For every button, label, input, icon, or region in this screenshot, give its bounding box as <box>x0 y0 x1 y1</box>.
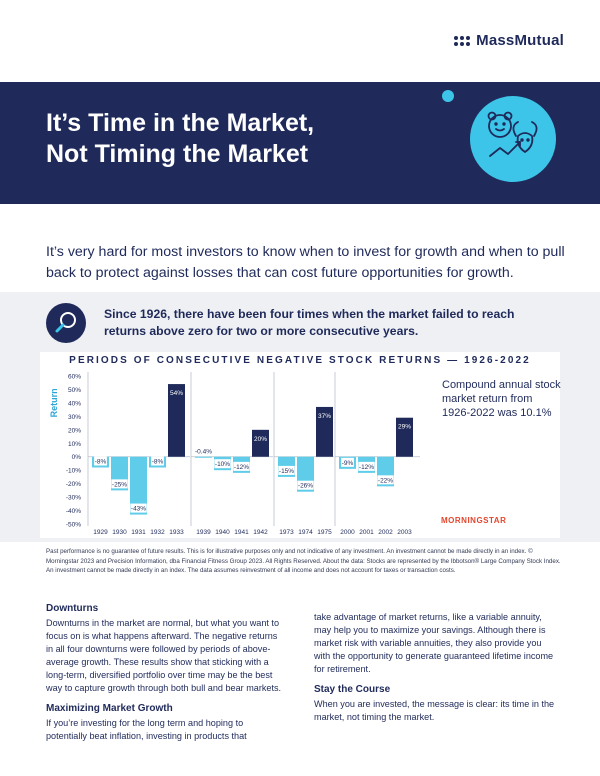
data-label-bg <box>398 421 411 431</box>
data-label: -25% <box>112 481 127 488</box>
data-label-bg <box>318 410 331 420</box>
data-label-bg <box>341 457 354 467</box>
data-label: -0.4% <box>195 448 212 455</box>
data-label: -43% <box>131 506 146 513</box>
data-label: -12% <box>234 464 249 471</box>
x-tick-label: 1939 <box>196 529 211 536</box>
data-label-bg <box>170 388 183 398</box>
decorative-dot <box>442 90 454 102</box>
data-label: -9% <box>342 460 354 467</box>
y-axis-label: Return <box>49 388 59 417</box>
y-tick-label: 0% <box>72 454 82 461</box>
magnifier-icon <box>46 303 86 343</box>
x-tick-label: 1973 <box>279 529 294 536</box>
disclaimer: Past performance is no guarantee of futu… <box>46 548 561 575</box>
data-label: 54% <box>170 390 183 397</box>
data-label: -15% <box>279 468 294 475</box>
right-column: take advantage of market returns, like a… <box>314 611 558 731</box>
y-tick-label: 40% <box>68 400 81 407</box>
data-label-bg <box>111 479 128 489</box>
y-tick-label: 60% <box>68 374 81 381</box>
downturns-heading: Downturns <box>46 603 99 614</box>
data-label-bg <box>94 456 107 466</box>
y-tick-label: 10% <box>68 441 81 448</box>
bar-1933 <box>168 384 185 457</box>
x-tick-label: 1929 <box>93 529 108 536</box>
logo-dots-icon <box>454 35 471 46</box>
y-tick-label: -10% <box>66 468 81 475</box>
data-label-bg <box>193 446 214 456</box>
data-label: 20% <box>254 436 267 443</box>
data-label-bg <box>214 459 231 469</box>
data-label-bg <box>297 480 314 490</box>
y-tick-label: -30% <box>66 495 81 502</box>
x-tick-label: 1942 <box>253 529 268 536</box>
data-label: -8% <box>152 458 164 465</box>
callout-text: Since 1926, there have been four times w… <box>104 307 515 338</box>
cagr-note: Compound annual stock market return from… <box>442 379 561 419</box>
growth-body: If you’re investing for the long term an… <box>46 718 247 741</box>
data-label-bg <box>151 456 164 466</box>
data-label-bg <box>377 475 394 485</box>
data-label-bg <box>358 461 375 471</box>
title-line-2: Not Timing the Market <box>46 140 309 168</box>
data-label: -12% <box>359 464 374 471</box>
brand-name: MassMutual <box>476 32 564 49</box>
data-label: 37% <box>318 413 331 420</box>
data-label: -8% <box>95 458 107 465</box>
data-label: 29% <box>398 424 411 431</box>
x-tick-label: 1941 <box>234 529 249 536</box>
y-tick-label: 30% <box>68 414 81 421</box>
x-tick-label: 2002 <box>378 529 393 536</box>
morningstar-logo: MORNINGSTAR <box>441 516 507 525</box>
intro-paragraph: It’s very hard for most investors to kno… <box>46 244 565 281</box>
x-tick-label: 1974 <box>298 529 313 536</box>
x-tick-label: 1931 <box>131 529 146 536</box>
downturns-body: Downturns in the market are normal, but … <box>46 618 282 693</box>
x-tick-label: 1940 <box>215 529 230 536</box>
x-tick-label: 1933 <box>169 529 184 536</box>
y-tick-label: -20% <box>66 481 81 488</box>
data-label-bg <box>278 465 295 475</box>
data-label-bg <box>254 433 267 443</box>
x-tick-label: 1930 <box>112 529 127 536</box>
course-heading: Stay the Course <box>314 684 391 695</box>
growth-body-continued: take advantage of market returns, like a… <box>314 612 554 674</box>
bar-1939 <box>195 456 212 458</box>
title-line-1: It’s Time in the Market, <box>46 109 315 137</box>
x-tick-label: 1932 <box>150 529 165 536</box>
data-label: -10% <box>215 461 230 468</box>
y-tick-label: -50% <box>66 522 81 529</box>
y-tick-label: 50% <box>68 387 81 394</box>
x-tick-label: 2001 <box>359 529 374 536</box>
bar-chart: Return 60% 50% 40% 30% 20% 10% 0% -10% -20% -30% -4… <box>49 372 420 536</box>
bar-1931 <box>130 456 147 515</box>
x-tick-label: 2000 <box>340 529 355 536</box>
y-tick-label: 20% <box>68 427 81 434</box>
data-label-bg <box>233 461 250 471</box>
course-body: When you are invested, the message is cl… <box>314 699 555 722</box>
data-label: -22% <box>378 477 393 484</box>
chart-container: Return 60% 50% 40% 30% 20% 10% 0% -10% -20% -30% -4… <box>40 352 560 538</box>
data-label-bg <box>130 503 147 513</box>
brand-logo: MassMutual <box>454 32 564 49</box>
data-label: -26% <box>298 483 313 490</box>
bull-and-bear-icon <box>470 96 556 182</box>
growth-heading: Maximizing Market Growth <box>46 703 173 714</box>
y-tick-label: -40% <box>66 508 81 515</box>
page-title: It’s Time in the Market, Not Timing the … <box>46 108 406 170</box>
left-column: Downturns Downturns in the market are no… <box>46 602 284 750</box>
x-tick-label: 2003 <box>397 529 412 536</box>
x-tick-label: 1975 <box>317 529 332 536</box>
chart-title: PERIODS OF CONSECUTIVE NEGATIVE STOCK RE… <box>69 355 531 366</box>
